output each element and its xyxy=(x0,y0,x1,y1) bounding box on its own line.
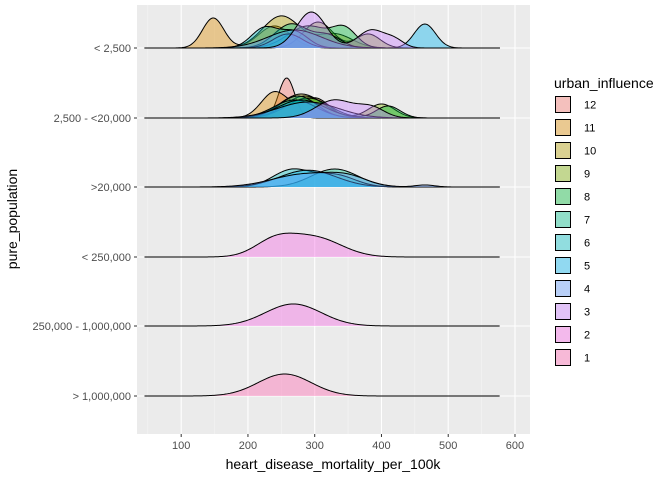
x-tick-label: 200 xyxy=(239,440,257,452)
y-tick-label: < 2,500 xyxy=(94,43,131,55)
y-axis-title: pure_population xyxy=(4,169,20,269)
y-tick-label: > 1,000,000 xyxy=(73,391,131,403)
legend-key-bg xyxy=(555,349,571,366)
x-tick-label: 100 xyxy=(172,440,190,452)
ridge-area-group-5 xyxy=(144,24,500,48)
legend-label-5: 5 xyxy=(584,261,590,273)
ridge-area-group-2 xyxy=(144,304,500,326)
ridge-area-group-4 xyxy=(144,30,500,48)
y-axis: < 2,500 2,500 - <20,000 >20,000 < 250,000 25… xyxy=(33,43,137,403)
legend-key-bg xyxy=(555,303,571,320)
ridge-area-group-7 xyxy=(144,169,500,187)
ridge-area-group-11 xyxy=(144,91,500,118)
panel-background xyxy=(137,5,530,434)
x-tick-label: 600 xyxy=(506,440,524,452)
y-tick-label: 250,000 - 1,000,000 xyxy=(33,321,131,333)
ridge-area-group-7 xyxy=(144,23,500,48)
legend-swatch-7 xyxy=(555,211,571,228)
legend-key-bg xyxy=(555,188,571,205)
x-tick-label: 300 xyxy=(306,440,324,452)
ridge-area-group-11 xyxy=(144,18,500,48)
ridge-area-group-10 xyxy=(144,15,500,48)
ridge-line-group-2 xyxy=(144,303,500,327)
legend-label-4: 4 xyxy=(584,284,590,296)
legend-label-1: 1 xyxy=(584,353,590,365)
ridge-area-group-6 xyxy=(144,100,500,118)
legend-key-bg xyxy=(555,211,571,228)
legend-key-bg xyxy=(555,280,571,297)
ridge-area-group-7 xyxy=(144,96,500,118)
ridge-area-group-4 xyxy=(144,102,500,118)
y-tick-label: < 250,000 xyxy=(82,252,131,264)
legend-label-2: 2 xyxy=(584,330,590,342)
legend-label-10: 10 xyxy=(584,146,596,158)
ridge-area-group-9 xyxy=(144,96,500,118)
legend-swatch-10 xyxy=(555,142,571,159)
x-axis: 100 200 300 400 500 600 xyxy=(172,434,524,452)
legend-label-7: 7 xyxy=(584,215,590,227)
grid-minor xyxy=(147,5,482,434)
legend-swatch-5 xyxy=(555,257,571,274)
ridge-area-group-2 xyxy=(144,233,500,257)
legend-key-bg xyxy=(555,257,571,274)
legend-key-bg xyxy=(555,165,571,182)
legend-key-bg xyxy=(555,96,571,113)
legend-swatch-6 xyxy=(555,234,571,251)
ridge-area-group-3 xyxy=(144,12,500,48)
ridge-line-group-4 xyxy=(144,171,500,188)
legend-swatch-4 xyxy=(555,280,571,297)
ridges xyxy=(144,11,500,397)
legend-swatch-1 xyxy=(555,349,571,366)
legend-swatch-12 xyxy=(555,96,571,113)
legend-key-bg xyxy=(555,326,571,343)
legend-swatch-2 xyxy=(555,326,571,343)
ridge-area-group-8 xyxy=(144,25,500,48)
legend-swatch-8 xyxy=(555,188,571,205)
legend-label-6: 6 xyxy=(584,238,590,250)
legend-label-11: 11 xyxy=(584,123,595,135)
ridge-area-group-6 xyxy=(144,168,500,187)
x-tick-label: 400 xyxy=(372,440,390,452)
y-tick-label: 2,500 - <20,000 xyxy=(54,113,131,125)
legend-swatch-9 xyxy=(555,165,571,182)
x-axis-title: heart_disease_mortality_per_100k xyxy=(226,456,442,472)
ridge-area-group-4 xyxy=(144,172,500,187)
legend-swatch-11 xyxy=(555,119,571,136)
legend: urban_influence 12 11 10 9 8 7 6 5 4 3 2 1 xyxy=(554,75,654,366)
legend-swatch-3 xyxy=(555,303,571,320)
legend-label-8: 8 xyxy=(584,192,590,204)
y-tick-label: >20,000 xyxy=(91,182,131,194)
legend-label-3: 3 xyxy=(584,307,590,319)
x-tick-label: 500 xyxy=(439,440,457,452)
ridge-area-group-9 xyxy=(144,22,500,48)
legend-key-bg xyxy=(555,234,571,251)
ridge-area-group-3 xyxy=(144,99,500,118)
ridge-area-group-5 xyxy=(144,170,500,187)
ridge-line-group-2 xyxy=(144,232,500,258)
legend-title: urban_influence xyxy=(554,75,654,91)
legend-label-9: 9 xyxy=(584,169,590,181)
ridge-area-group-5 xyxy=(144,100,500,118)
ridge-line-group-3 xyxy=(144,99,500,119)
legend-key-bg xyxy=(555,119,571,136)
ridge-line-group-3 xyxy=(144,11,500,49)
legend-label-12: 12 xyxy=(584,100,596,112)
legend-key-bg xyxy=(555,142,571,159)
ridge-area-group-1 xyxy=(144,374,500,396)
ridge-line-group-1 xyxy=(144,373,500,397)
